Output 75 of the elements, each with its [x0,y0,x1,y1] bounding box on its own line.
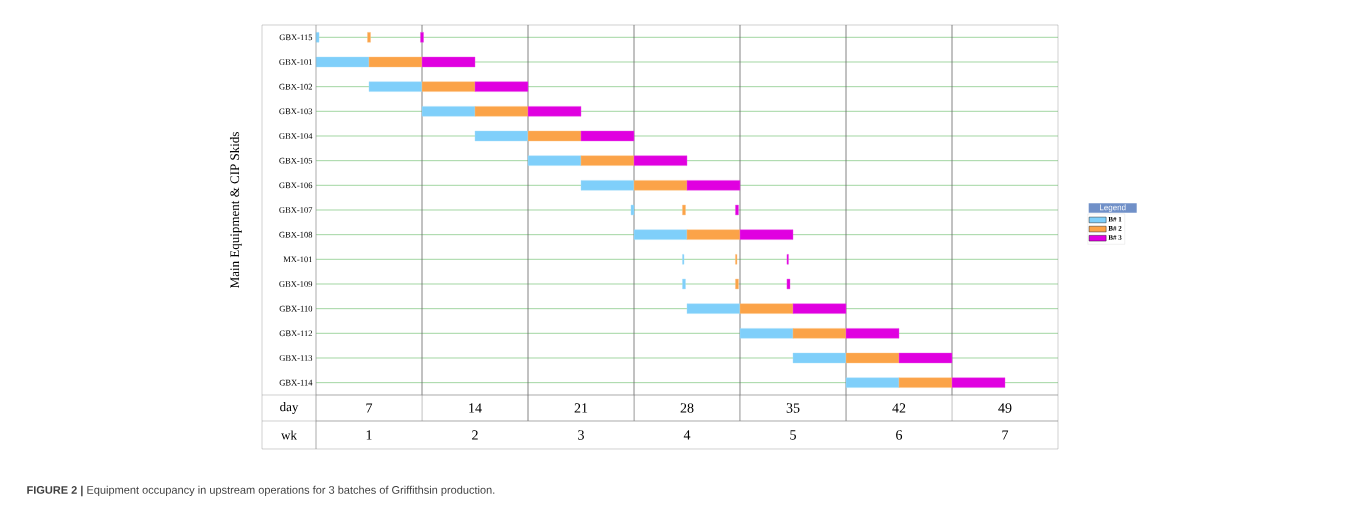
y-tick-label: MX-101 [283,256,312,263]
bar [845,377,900,388]
y-axis-title: Main Equipment & CIP Skids [229,132,242,288]
bar [474,130,529,142]
text: FIGURE 2 | Equipment occupancy in upstream operations for 3 batches of Griffithsin production. [27,485,495,497]
bar [682,204,686,216]
x2-tick-label: 1 [366,430,372,440]
bar [898,352,953,364]
x2-tick-label: 5 [790,430,796,440]
bar [898,377,953,388]
x-tick-label: 14 [469,403,482,413]
bar [792,352,847,364]
bar [527,106,582,117]
bar [367,32,371,43]
bar [845,328,900,339]
x-tick-label: 42 [892,403,906,413]
bar [735,278,739,290]
y-tick-label: GBX-113 [279,355,313,361]
x-tick-label: 21 [574,403,588,413]
y-tick-label: GBX-112 [279,330,312,337]
bar [739,229,794,240]
bar [686,303,741,314]
bar [686,180,741,191]
bar [792,303,847,314]
bar [633,155,688,166]
bar [630,204,635,216]
bar [315,56,370,68]
bar [739,303,794,314]
x-axis-title: day [280,402,299,414]
x-tick-label: 28 [680,403,694,413]
x2-tick-label: 2 [472,430,478,440]
bar [580,180,635,191]
bar [682,278,686,290]
bar [527,155,582,166]
y-tick-label: GBX-106 [279,182,313,189]
y-tick-label: GBX-105 [279,157,313,164]
bar [951,377,1006,388]
y-tick-label: GBX-110 [279,305,313,312]
y-tick-label: GBX-101 [279,59,312,65]
x2-tick-label: 6 [896,430,903,440]
bar [792,328,847,339]
y-tick-label: GBX-102 [279,83,312,90]
x2-axis-title: wk [281,430,297,440]
x2-tick-label: 4 [683,430,691,440]
bar [420,32,424,43]
y-tick-label: GBX-109 [279,281,313,287]
y-tick-label: GBX-107 [279,207,313,213]
bar [845,352,900,364]
y-tick-label: GBX-103 [279,108,313,115]
bar [368,56,423,68]
bar [421,106,476,117]
bar [633,229,688,240]
y-tick-label: GBX-108 [279,231,313,238]
bar [633,180,688,191]
x-tick-label: 7 [366,403,373,413]
bar [786,278,791,290]
bar [735,204,739,216]
bar [421,81,476,92]
bar [474,106,529,117]
bar [527,130,582,142]
bar [580,155,635,166]
legend-title: Legend [1100,204,1126,212]
bar [686,229,741,240]
bar [421,56,476,68]
y-tick-label: GBX-104 [279,133,313,139]
bar [368,81,423,92]
x-tick-label: 35 [786,403,800,413]
y-tick-label: GBX-114 [279,379,313,386]
bar [474,81,529,92]
bar [580,130,635,142]
y-tick-label: GBX-115 [279,34,313,41]
x-tick-label: 49 [998,403,1012,413]
x2-tick-label: 3 [578,430,584,440]
bar [739,328,794,339]
x2-tick-label: 7 [1002,430,1009,440]
